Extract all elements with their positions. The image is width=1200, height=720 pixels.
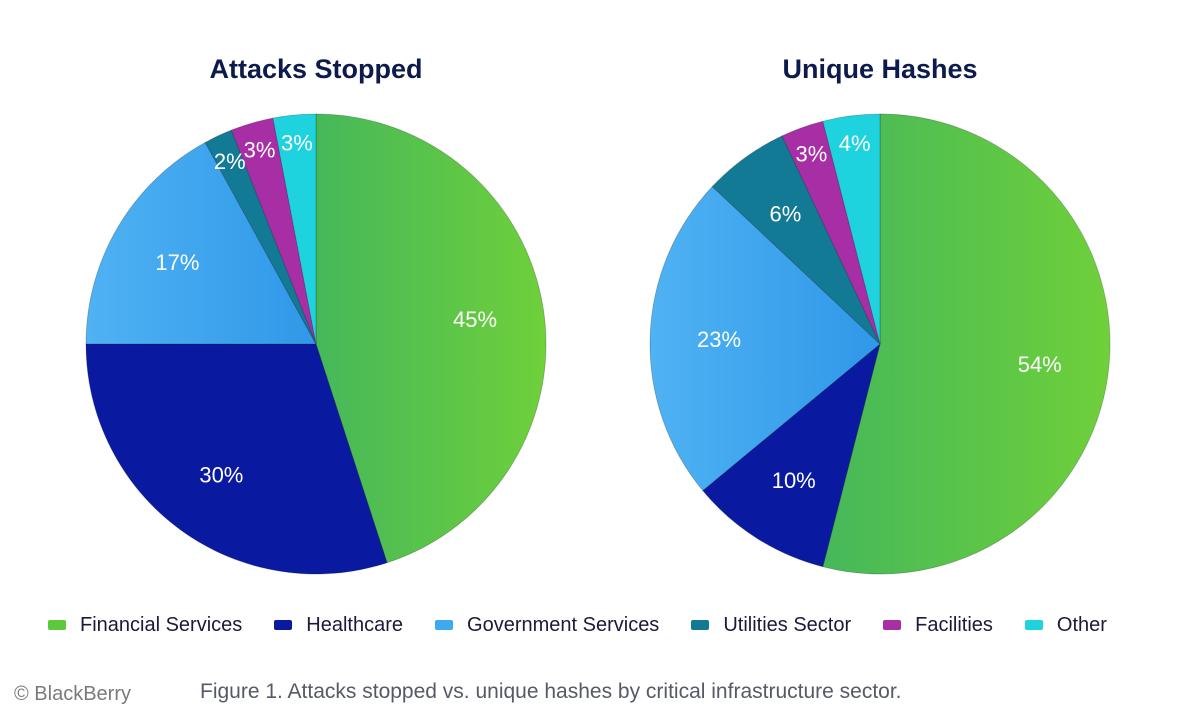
legend-label: Facilities xyxy=(915,613,993,636)
chart-title: Unique Hashes xyxy=(782,54,977,84)
pie-slice-utilities-sector xyxy=(711,135,881,345)
pie-slice-financial-services xyxy=(822,113,1111,575)
figure-caption: Figure 1. Attacks stopped vs. unique has… xyxy=(200,680,902,703)
legend-swatch xyxy=(435,620,454,630)
legend-swatch xyxy=(1024,620,1043,630)
legend-item-facilities: Facilities xyxy=(883,614,993,637)
legend-item-other: Other xyxy=(1024,613,1107,637)
slice-label-facilities: 3% xyxy=(796,142,828,167)
legend-label: Other xyxy=(1056,613,1107,636)
pie-slice-facilities xyxy=(230,117,317,345)
legend-label: Healthcare xyxy=(306,613,404,636)
legend-item-government-services: Government Services xyxy=(435,614,659,637)
pie-slice-government-services xyxy=(85,141,317,345)
legend-swatch xyxy=(48,620,66,630)
chart-title: Attacks Stopped xyxy=(209,54,422,84)
slice-label-utilities-sector: 2% xyxy=(214,149,246,174)
pie-slice-healthcare xyxy=(85,343,388,575)
slice-label-other: 3% xyxy=(281,130,313,155)
pie-slice-utilities-sector xyxy=(204,129,317,345)
legend-swatch xyxy=(691,620,710,630)
legend-swatch xyxy=(274,620,293,630)
slice-label-facilities: 3% xyxy=(244,138,276,163)
legend-item-utilities-sector: Utilities Sector xyxy=(691,614,851,637)
pie-slice-financial-services xyxy=(315,113,547,564)
slice-label-financial-services: 54% xyxy=(1018,352,1062,377)
slice-label-government-services: 23% xyxy=(697,327,741,352)
copyright-notice: © BlackBerry xyxy=(14,683,131,705)
pie-unique-hashes: Unique Hashes 54% 10% 23% 6% 3% 4% xyxy=(649,54,1111,575)
legend-label: Utilities Sector xyxy=(723,613,852,636)
slice-label-financial-services: 45% xyxy=(453,307,497,332)
legend: Financial Services Healthcare Government… xyxy=(48,610,1168,640)
legend-label: Government Services xyxy=(467,613,660,636)
pie-slice-other xyxy=(272,113,317,345)
legend-swatch xyxy=(883,620,902,630)
pie-slice-healthcare xyxy=(702,342,881,568)
legend-item-financial-services: Financial Services xyxy=(48,614,242,637)
slice-label-utilities-sector: 6% xyxy=(769,202,801,227)
slice-label-healthcare: 30% xyxy=(199,462,243,487)
legend-item-healthcare: Healthcare xyxy=(274,614,403,637)
slice-label-other: 4% xyxy=(839,131,871,156)
slice-label-healthcare: 10% xyxy=(772,468,816,493)
pie-slice-facilities xyxy=(781,120,881,345)
legend-label: Financial Services xyxy=(80,613,243,636)
slice-label-government-services: 17% xyxy=(155,250,199,275)
pie-slice-other xyxy=(822,113,881,345)
pie-slice-government-services xyxy=(649,185,881,492)
